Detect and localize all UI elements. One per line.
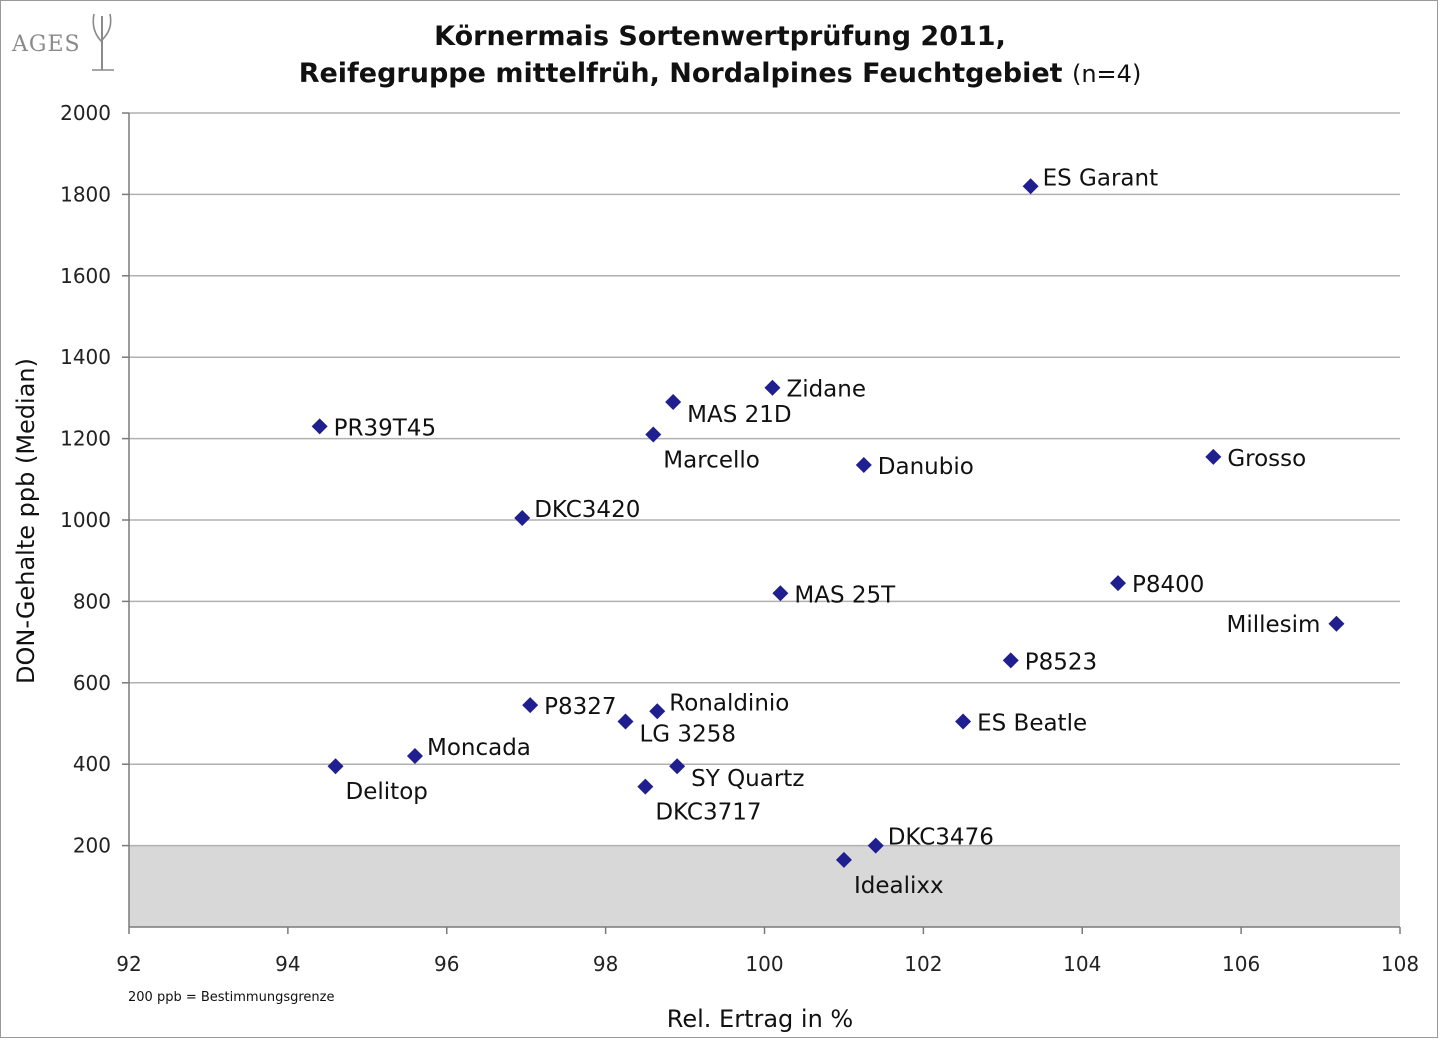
detection-limit-region [129, 845, 1400, 927]
y-tick-label: 200 [73, 834, 111, 858]
point-label: Ronaldinio [669, 690, 789, 716]
data-point [764, 379, 781, 396]
data-point [645, 426, 662, 443]
data-point [514, 509, 531, 526]
point-label: SY Quartz [691, 766, 804, 792]
point-label: Millesim [1226, 612, 1320, 638]
data-point [617, 713, 634, 730]
data-point [867, 837, 884, 854]
data-point [1109, 575, 1126, 592]
detection-limit-note: 200 ppb = Bestimmungsgrenze [128, 990, 335, 1005]
y-tick-label: 400 [73, 752, 111, 776]
point-label: MAS 21D [687, 402, 791, 428]
point-label: Grosso [1227, 446, 1306, 472]
point-label: DKC3717 [655, 800, 761, 826]
y-tick-label: 1800 [60, 182, 111, 206]
x-tick-label: 96 [434, 952, 459, 976]
y-tick-label: 800 [73, 589, 111, 613]
x-tick-label: 104 [1063, 952, 1101, 976]
data-point [669, 758, 686, 775]
x-tick-label: 94 [275, 952, 300, 976]
point-label: Moncada [427, 735, 531, 761]
point-label: DKC3420 [534, 497, 640, 523]
point-label: P8523 [1025, 649, 1097, 675]
x-tick-label: 98 [593, 952, 618, 976]
y-tick-label: 1200 [60, 427, 111, 451]
point-label: P8400 [1132, 572, 1204, 598]
data-point [327, 758, 344, 775]
point-label: LG 3258 [639, 721, 735, 747]
data-point [522, 697, 539, 714]
data-point [835, 851, 852, 868]
data-point [637, 778, 654, 795]
tick-labels: 200 400 600 800 1000 1200 1400 1600 1800 2000 92 94… [60, 101, 1419, 976]
x-tick-label: 102 [904, 952, 942, 976]
x-tick-label: 108 [1381, 952, 1419, 976]
y-tick-label: 2000 [60, 101, 111, 125]
data-point [1328, 615, 1345, 632]
y-tick-label: 1000 [60, 508, 111, 532]
x-axis-label: Rel. Ertrag in % [667, 1005, 853, 1033]
x-tick-label: 100 [745, 952, 783, 976]
grid-lines [129, 112, 1400, 847]
data-point [1022, 178, 1039, 195]
data-point [1002, 652, 1019, 669]
x-tick-label: 92 [116, 952, 141, 976]
data-point [649, 703, 666, 720]
data-point [665, 393, 682, 410]
y-axis-label: DON-Gehalte ppb (Median) [12, 358, 40, 684]
chart-title: Körnermais Sortenwertprüfung 2011, Reife… [0, 18, 1440, 93]
data-point [311, 418, 328, 435]
data-point [406, 748, 423, 765]
point-label: DKC3476 [888, 825, 994, 851]
point-label: P8327 [544, 694, 616, 720]
data-point [855, 457, 872, 474]
logo-text: AGES [12, 32, 81, 57]
x-tick-label: 106 [1222, 952, 1260, 976]
data-point [955, 713, 972, 730]
point-label: MAS 25T [794, 582, 896, 608]
point-label: Zidane [786, 377, 866, 403]
shaded-region [129, 845, 1400, 927]
ages-logo: AGES [12, 12, 122, 74]
point-label: ES Garant [1043, 165, 1159, 191]
data-points [311, 178, 1345, 868]
point-label: ES Beatle [977, 710, 1087, 736]
wheat-logo-icon [92, 13, 114, 71]
y-tick-label: 1600 [60, 264, 111, 288]
title-line-1: Körnermais Sortenwertprüfung 2011, [434, 21, 1006, 52]
title-sample-size: (n=4) [1071, 60, 1142, 88]
point-label: Marcello [663, 448, 760, 474]
point-label: Danubio [878, 454, 974, 480]
title-line-2-main: Reifegruppe mittelfrüh, Nordalpines Feuc… [298, 58, 1063, 89]
y-tick-label: 600 [73, 671, 111, 695]
point-label: PR39T45 [334, 415, 436, 441]
data-point [772, 585, 789, 602]
point-label: Delitop [346, 779, 428, 805]
y-tick-label: 1400 [60, 345, 111, 369]
title-line-2: Reifegruppe mittelfrüh, Nordalpines Feuc… [0, 55, 1440, 93]
point-label: Idealixx [854, 873, 944, 899]
data-point [1205, 448, 1222, 465]
